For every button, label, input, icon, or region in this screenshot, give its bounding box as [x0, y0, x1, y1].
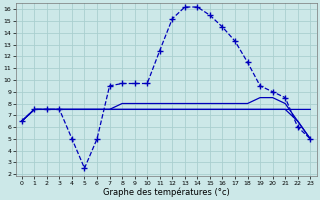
X-axis label: Graphe des températures (°c): Graphe des températures (°c) — [103, 187, 229, 197]
